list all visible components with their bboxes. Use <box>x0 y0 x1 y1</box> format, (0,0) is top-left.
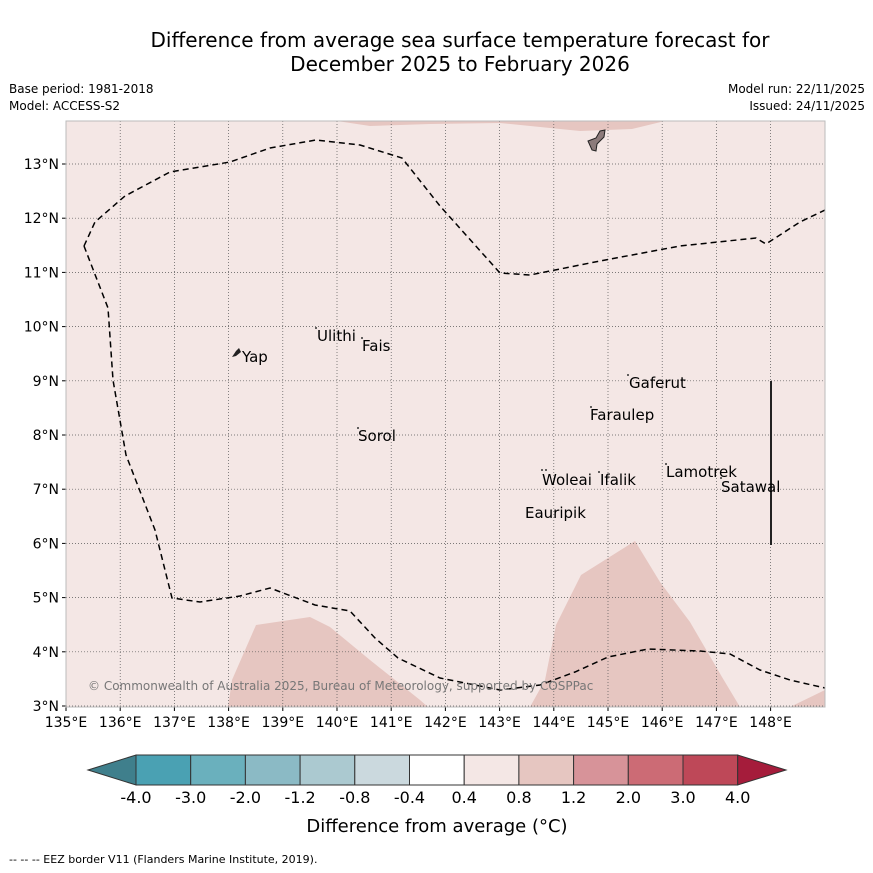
colorbar-label: Difference from average (°C) <box>306 816 567 837</box>
label-satawal: Satawal <box>721 478 780 496</box>
colorbar-bin <box>682 754 739 786</box>
colorbar-tick-label: -3.0 <box>175 788 206 807</box>
lon-tick-label: 143°E <box>478 715 521 731</box>
colorbar-bin <box>190 754 246 786</box>
label-fais: Fais <box>362 337 391 355</box>
colorbar-tick-label: -0.4 <box>394 788 425 807</box>
lon-tick-label: 144°E <box>533 715 576 731</box>
colorbar-bin <box>573 754 629 786</box>
model-name: Model: ACCESS-S2 <box>9 99 121 113</box>
lon-tick-label: 140°E <box>316 715 359 731</box>
meta-left: Base period: 1981-2018 Model: ACCESS-S2 <box>9 81 154 115</box>
map-background <box>66 121 825 707</box>
chart-title: Difference from average sea surface temp… <box>40 28 873 76</box>
footer-note: -- -- -- EEZ border V11 (Flanders Marine… <box>9 853 318 866</box>
label-gaferut: Gaferut <box>629 374 686 392</box>
colorbar-tick-label: 0.4 <box>451 788 476 807</box>
label-sorol: Sorol <box>358 427 396 445</box>
colorbar-extend-low <box>86 754 137 786</box>
label-eauripik: Eauripik <box>525 504 586 522</box>
yap-island <box>232 348 241 357</box>
guam-island <box>587 129 606 152</box>
lon-tick-label: 139°E <box>262 715 305 731</box>
colorbar-tick-label: 1.2 <box>561 788 586 807</box>
lat-tick-label: 9°N <box>33 374 59 390</box>
warm-region-north <box>337 121 665 131</box>
colorbar-bin <box>627 754 684 786</box>
eez-border-micronesia <box>83 245 825 691</box>
lat-tick-label: 10°N <box>24 320 59 336</box>
colorbar-tick-label: 3.0 <box>670 788 695 807</box>
colorbar-tick-label: 2.0 <box>616 788 641 807</box>
atoll-dots <box>315 327 722 479</box>
colorbar-bin <box>354 754 410 786</box>
lat-tick-label: 7°N <box>33 482 59 498</box>
gridlines <box>65 121 825 707</box>
colorbar-tick-label: 4.0 <box>725 788 750 807</box>
lat-tick-label: 6°N <box>33 536 59 552</box>
title-line-2: December 2025 to February 2026 <box>290 52 630 76</box>
lon-tick-label: 136°E <box>99 715 142 731</box>
label-woleai: Woleai <box>542 471 592 489</box>
lon-tick-label: 138°E <box>207 715 250 731</box>
colorbar-bin <box>135 754 192 786</box>
colorbar-bin <box>518 754 575 786</box>
lat-tick-label: 8°N <box>33 428 59 444</box>
base-period: Base period: 1981-2018 <box>9 82 154 96</box>
lon-tick-label: 137°E <box>153 715 196 731</box>
lon-tick-label: 141°E <box>370 715 413 731</box>
eez-border-guam <box>83 139 825 276</box>
model-run: Model run: 22/11/2025 <box>727 82 865 96</box>
map-frame <box>65 120 826 708</box>
label-ifalik: Ifalik <box>600 471 636 489</box>
lon-tick-label: 145°E <box>587 715 630 731</box>
issued-date: Issued: 24/11/2025 <box>749 99 865 113</box>
lat-tick-label: 13°N <box>24 157 59 173</box>
longitude-axis: 135°E 136°E 137°E 138°E 139°E 140°E 141°E 142°E… <box>45 707 792 731</box>
colorbar-bin <box>299 754 356 786</box>
latitude-axis: 3°N 4°N 5°N 6°N 7°N 8°N 9°N 10°N 11°N 12°N 13°N <box>24 157 66 715</box>
warm-region-southeast <box>530 541 740 707</box>
lat-tick-label: 4°N <box>33 645 59 661</box>
lat-tick-label: 12°N <box>24 211 59 227</box>
label-lamotrek: Lamotrek <box>666 463 737 481</box>
title-line-1: Difference from average sea surface temp… <box>150 28 770 52</box>
colorbar-tick-label: -0.8 <box>339 788 370 807</box>
lat-tick-label: 11°N <box>24 265 59 281</box>
label-yap: Yap <box>241 348 268 366</box>
colorbar: -4.0 -3.0 -2.0 -1.2 -0.8 -0.4 0.4 0.8 1.2 2.0 3.0 4… <box>86 754 788 807</box>
colorbar-bin <box>244 754 301 786</box>
lat-tick-label: 5°N <box>33 591 59 607</box>
label-faraulep: Faraulep <box>590 406 654 424</box>
lon-tick-label: 135°E <box>45 715 88 731</box>
colorbar-tick-label: -1.2 <box>284 788 315 807</box>
lon-tick-label: 146°E <box>641 715 684 731</box>
colorbar-tick-label: -2.0 <box>230 788 261 807</box>
lon-tick-label: 142°E <box>424 715 467 731</box>
anomaly-contours <box>228 121 825 707</box>
warm-region-southwest <box>228 617 428 707</box>
colorbar-tick-label: -4.0 <box>120 788 151 807</box>
colorbar-tick-label: 0.8 <box>506 788 531 807</box>
lon-tick-label: 147°E <box>695 715 738 731</box>
eez-borders <box>83 139 825 691</box>
lon-tick-label: 148°E <box>749 715 792 731</box>
label-ulithi: Ulithi <box>317 327 356 345</box>
warm-region-corner <box>790 690 825 707</box>
colorbar-bin <box>409 754 465 786</box>
copyright-text: © Commonwealth of Australia 2025, Bureau… <box>88 679 593 693</box>
lat-tick-label: 3°N <box>33 699 59 715</box>
island-labels: Yap Ulithi Fais Sorol Gaferut Faraulep W… <box>241 327 780 522</box>
colorbar-bin <box>463 754 520 786</box>
colorbar-extend-high <box>737 754 788 786</box>
meta-right: Model run: 22/11/2025 Issued: 24/11/2025 <box>728 81 865 115</box>
